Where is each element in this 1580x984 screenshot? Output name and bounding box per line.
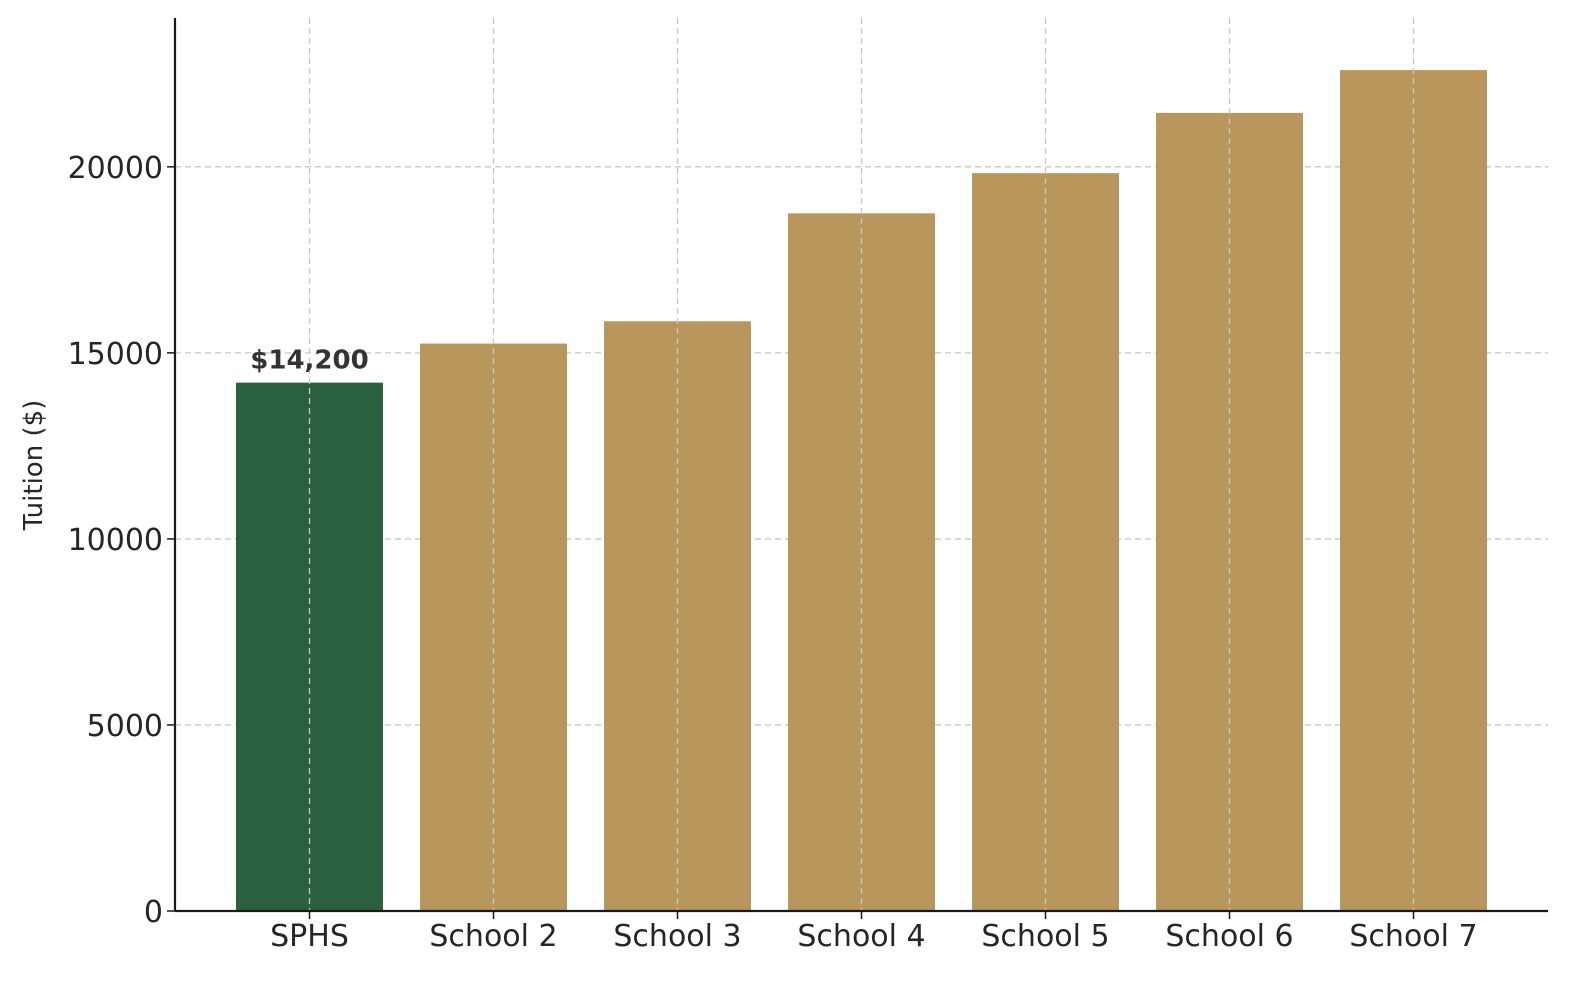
x-tick-label: School 2 (429, 919, 557, 954)
label-layer: 0 5000 10000 15000 20000 SPHS School 2 School 3… (68, 151, 1478, 954)
x-tick-label: School 3 (613, 919, 741, 954)
x-tick-label: School 4 (797, 919, 925, 954)
axis-layer (167, 18, 1548, 919)
x-tick-label: School 5 (981, 919, 1109, 954)
y-tick-label: 10000 (68, 523, 163, 558)
y-tick-label: 5000 (87, 709, 163, 744)
x-tick-label: SPHS (270, 919, 349, 954)
y-tick-label: 15000 (68, 337, 163, 372)
x-tick-label: School 6 (1165, 919, 1293, 954)
y-tick-label: 0 (144, 895, 163, 930)
grid-layer (175, 166, 1548, 726)
y-tick-label: 20000 (68, 151, 163, 186)
y-axis-title: Tuition ($) (19, 400, 49, 532)
vertical-grid-layer (308, 18, 1415, 911)
bar-layer (236, 70, 1487, 912)
x-tick-label: School 7 (1349, 919, 1477, 954)
bar-value-label: $14,200 (250, 346, 368, 376)
